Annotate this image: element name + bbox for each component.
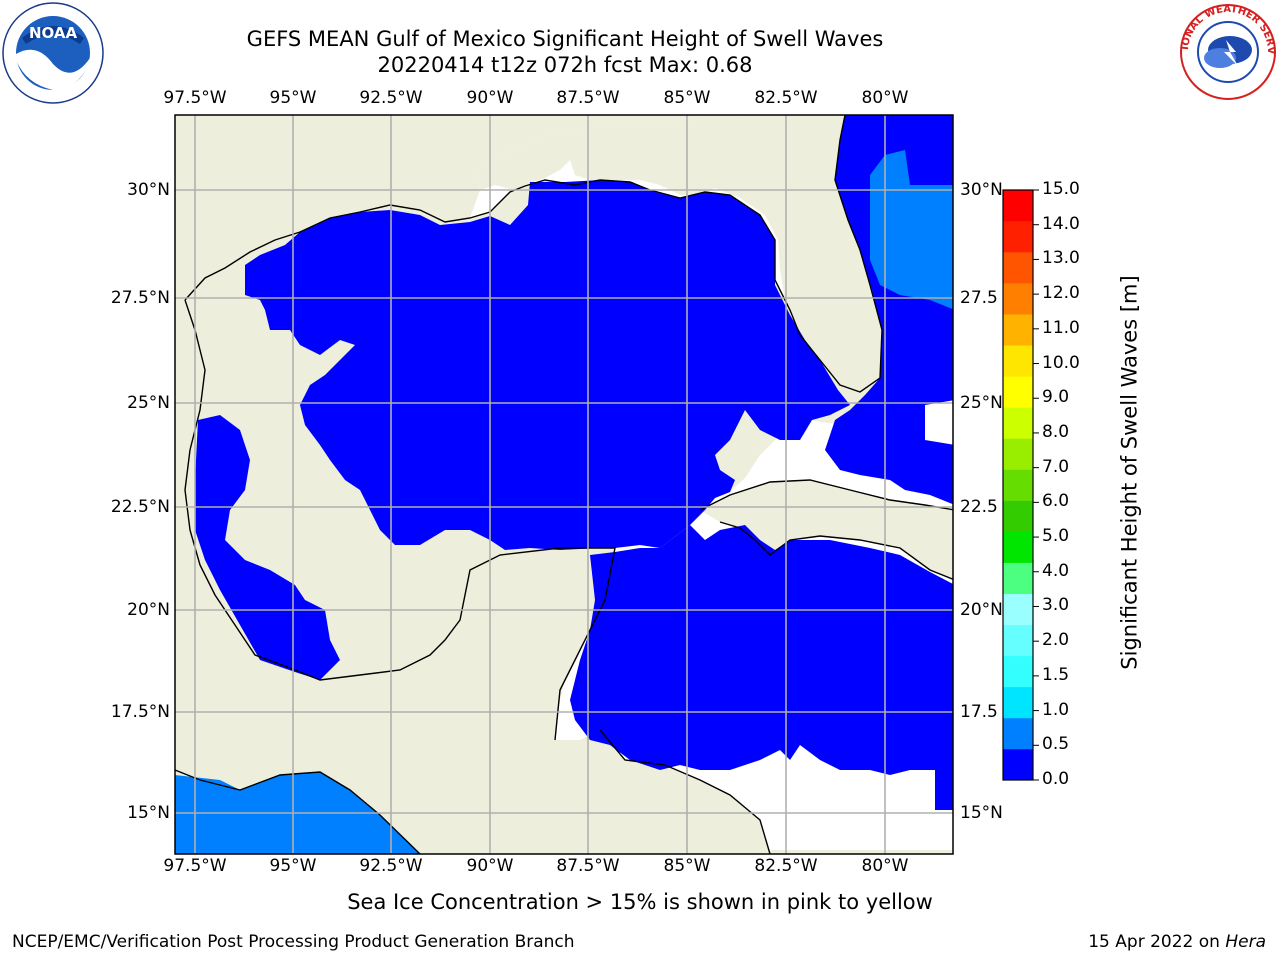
colorbar-label: 10.0	[1042, 352, 1080, 373]
swell-west-blue	[195, 415, 340, 680]
northern-land	[175, 115, 760, 300]
colorbar-label: 15.0	[1042, 179, 1080, 199]
colorbar-frame	[1002, 189, 1034, 781]
colorbar-segment	[1003, 531, 1033, 563]
colorbar-segment	[1003, 252, 1033, 284]
lon-label-top: 97.5°W	[163, 88, 227, 108]
lat-label-right: 30°N	[960, 180, 1003, 200]
colorbar-segment	[1003, 624, 1033, 657]
nws-logo: NATIONAL WEATHER SERVICE	[1178, 2, 1276, 100]
footer-date: 15 Apr 2022 on Hera	[1088, 932, 1266, 952]
lat-label-left: 20°N	[127, 600, 170, 620]
colorbar-segment	[1003, 500, 1033, 532]
footer-date-text: 15 Apr 2022 on	[1088, 932, 1226, 952]
lon-label-top: 95°W	[269, 88, 317, 108]
colorbar-label: 1.5	[1042, 664, 1070, 685]
sea-ice-note: Sea Ice Concentration > 15% is shown in …	[347, 890, 933, 914]
footer-host: Hera	[1225, 932, 1266, 952]
colorbar-segment	[1003, 345, 1033, 377]
colorbar-segment	[1003, 717, 1033, 750]
lon-label-top: 90°W	[466, 88, 514, 108]
colorbar-segment	[1003, 469, 1033, 501]
lat-label-left: 17.5°N	[110, 702, 170, 722]
lon-label-bottom: 87.5°W	[556, 856, 620, 876]
colorbar-segment	[1003, 748, 1033, 781]
lon-label-top: 92.5°W	[359, 88, 423, 108]
colorbar-label: 0.5	[1042, 734, 1070, 755]
swell-gulf-blue	[245, 180, 850, 550]
lat-label-right: 15°N	[960, 803, 1003, 823]
colorbar-segment	[1003, 655, 1033, 688]
colorbar-segment	[1003, 376, 1033, 408]
lat-label-left: 22.5°N	[110, 497, 170, 517]
colorbar-segment	[1003, 190, 1033, 222]
lat-label-right: 27.5	[960, 288, 998, 308]
colorbar-segment	[1003, 283, 1033, 315]
colorbar-label: 0.0	[1042, 769, 1070, 789]
colorbar-segment	[1003, 314, 1033, 346]
colorbar-label: 13.0	[1042, 248, 1080, 269]
colorbar-label: 14.0	[1042, 213, 1080, 234]
lon-label-top: 82.5°W	[754, 88, 818, 108]
colorbar-segment	[1003, 562, 1033, 594]
colorbar-label: 9.0	[1042, 387, 1070, 408]
lon-label-bottom: 80°W	[861, 856, 909, 876]
lat-label-left: 25°N	[127, 393, 170, 413]
lon-label-bottom: 85°W	[663, 856, 711, 876]
map-title: GEFS MEAN Gulf of Mexico Significant Hei…	[246, 27, 884, 51]
colorbar-segment	[1003, 221, 1033, 253]
lon-label-bottom: 90°W	[466, 856, 514, 876]
lat-label-right: 22.5	[960, 497, 998, 517]
colorbar-label: 6.0	[1042, 491, 1070, 512]
colorbar-label: 12.0	[1042, 283, 1080, 304]
lon-label-top: 87.5°W	[556, 88, 620, 108]
swell-southeast-blue	[570, 525, 953, 810]
lat-label-right: 17.5	[960, 702, 998, 722]
lon-label-bottom: 95°W	[269, 856, 317, 876]
lat-label-right: 20°N	[960, 600, 1003, 620]
colorbar-segment	[1003, 438, 1033, 470]
cuba-land	[700, 480, 953, 580]
map-frame	[174, 114, 954, 855]
florida-land	[475, 115, 882, 395]
lat-label-left: 30°N	[127, 180, 170, 200]
noaa-logo-text: NOAA	[29, 24, 78, 42]
map-subtitle: 20220414 t12z 072h fcst Max: 0.68	[377, 53, 753, 77]
graticule	[175, 115, 953, 854]
colorbar-segment	[1003, 407, 1033, 439]
colorbar-title: Significant Height of Swell Waves [m]	[1117, 275, 1142, 670]
lon-label-top: 85°W	[663, 88, 711, 108]
lat-label-left: 27.5°N	[110, 288, 170, 308]
colorbar-segment	[1003, 593, 1033, 626]
colorbar-label: 11.0	[1042, 317, 1080, 338]
colorbar-label: 7.0	[1042, 456, 1070, 477]
mexico-west-land	[175, 300, 480, 750]
colorbar-label: 8.0	[1042, 421, 1070, 442]
noaa-logo: NOAA	[2, 2, 104, 104]
colorbar-segment	[1003, 686, 1033, 719]
lon-label-bottom: 82.5°W	[754, 856, 818, 876]
lon-label-top: 80°W	[861, 88, 909, 108]
colorbar-label: 4.0	[1042, 560, 1070, 581]
colorbar-label: 5.0	[1042, 526, 1070, 547]
colorbar-label: 1.0	[1042, 699, 1070, 720]
lat-label-right: 25°N	[960, 393, 1003, 413]
footer-credit: NCEP/EMC/Verification Post Processing Pr…	[12, 932, 575, 952]
colorbar-label: 3.0	[1042, 595, 1070, 616]
lon-label-bottom: 92.5°W	[359, 856, 423, 876]
lat-label-left: 15°N	[127, 803, 170, 823]
colorbar-label: 2.0	[1042, 630, 1070, 651]
lon-label-bottom: 97.5°W	[163, 856, 227, 876]
